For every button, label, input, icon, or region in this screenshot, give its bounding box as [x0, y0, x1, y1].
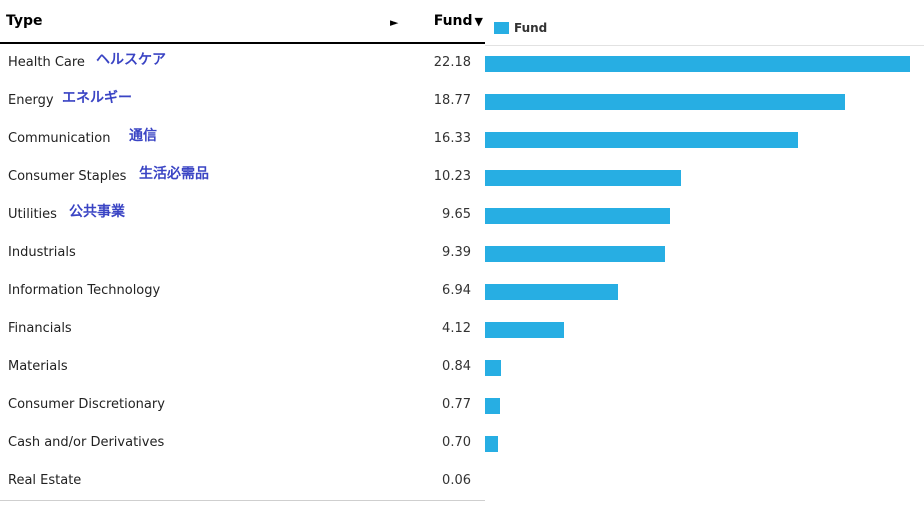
table-row: Materials 0.84 [0, 348, 485, 386]
sector-label: Energy [8, 93, 54, 108]
type-column-header[interactable]: Type [6, 13, 43, 29]
sector-label-jp: ヘルスケア [96, 52, 166, 68]
table-row: Health Care ヘルスケア 22.18 [0, 44, 485, 82]
chart-header: Fund [485, 0, 924, 46]
fund-value: 0.06 [442, 473, 471, 488]
fund-value: 9.65 [442, 207, 471, 222]
bar-energy[interactable] [485, 94, 845, 110]
fund-value: 0.84 [442, 359, 471, 374]
bar-utilities[interactable] [485, 208, 670, 224]
fund-value: 6.94 [442, 283, 471, 298]
bar-consumer-discretionary[interactable] [485, 398, 500, 414]
sector-label: Financials [8, 321, 72, 336]
table-row: Industrials 9.39 [0, 234, 485, 272]
fund-value: 4.12 [442, 321, 471, 336]
bar-industrials[interactable] [485, 246, 665, 262]
fund-value: 0.70 [442, 435, 471, 450]
fund-column-label: Fund [433, 13, 473, 29]
bar-cash-and-or-derivatives[interactable] [485, 436, 498, 452]
fund-value: 9.39 [442, 245, 471, 260]
fund-value: 10.23 [433, 169, 471, 184]
sector-label: Real Estate [8, 473, 82, 488]
table-row: Consumer Staples 生活必需品 10.23 [0, 158, 485, 196]
fund-value: 22.18 [433, 55, 471, 70]
bar-chart [485, 44, 924, 500]
sector-label-jp: 生活必需品 [139, 166, 209, 182]
legend-label: Fund [514, 21, 548, 35]
fund-value: 0.77 [442, 397, 471, 412]
expand-arrow-icon[interactable]: ► [390, 16, 399, 29]
fund-value: 18.77 [433, 93, 471, 108]
bar-consumer-staples[interactable] [485, 170, 681, 186]
sector-label: Utilities [8, 207, 57, 222]
chart-legend: Fund [494, 21, 547, 35]
table-row: Communication 通信 16.33 [0, 120, 485, 158]
sector-label-jp: エネルギー [62, 90, 132, 106]
sector-table: Health Care ヘルスケア 22.18 Energy エネルギー 18.77 Com… [0, 44, 485, 500]
sector-label: Cash and/or Derivatives [8, 435, 165, 450]
fund-value: 16.33 [433, 131, 471, 146]
sector-label: Consumer Staples [8, 169, 127, 184]
sector-label-jp: 通信 [129, 128, 157, 144]
sector-label-jp: 公共事業 [69, 204, 125, 220]
fund-column-header[interactable]: Fund ▼ [434, 13, 483, 29]
sector-label: Communication [8, 131, 111, 146]
table-row: Real Estate 0.06 [0, 462, 485, 500]
bar-information-technology[interactable] [485, 284, 618, 300]
bar-materials[interactable] [485, 360, 501, 376]
table-row: Cash and/or Derivatives 0.70 [0, 424, 485, 462]
bar-communication[interactable] [485, 132, 798, 148]
table-row: Financials 4.12 [0, 310, 485, 348]
table-row: Consumer Discretionary 0.77 [0, 386, 485, 424]
table-bottom-rule [0, 500, 485, 501]
bar-financials[interactable] [485, 322, 564, 338]
table-row: Energy エネルギー 18.77 [0, 82, 485, 120]
sort-descending-icon: ▼ [474, 15, 483, 28]
sector-label: Industrials [8, 245, 76, 260]
sector-label: Information Technology [8, 283, 161, 298]
legend-swatch [494, 22, 509, 34]
bar-health-care[interactable] [485, 56, 910, 72]
table-row: Information Technology 6.94 [0, 272, 485, 310]
sector-label: Materials [8, 359, 68, 374]
table-header: Type ► Fund ▼ [0, 0, 485, 44]
sector-label: Consumer Discretionary [8, 397, 165, 412]
table-row: Utilities 公共事業 9.65 [0, 196, 485, 234]
sector-label: Health Care [8, 55, 85, 70]
